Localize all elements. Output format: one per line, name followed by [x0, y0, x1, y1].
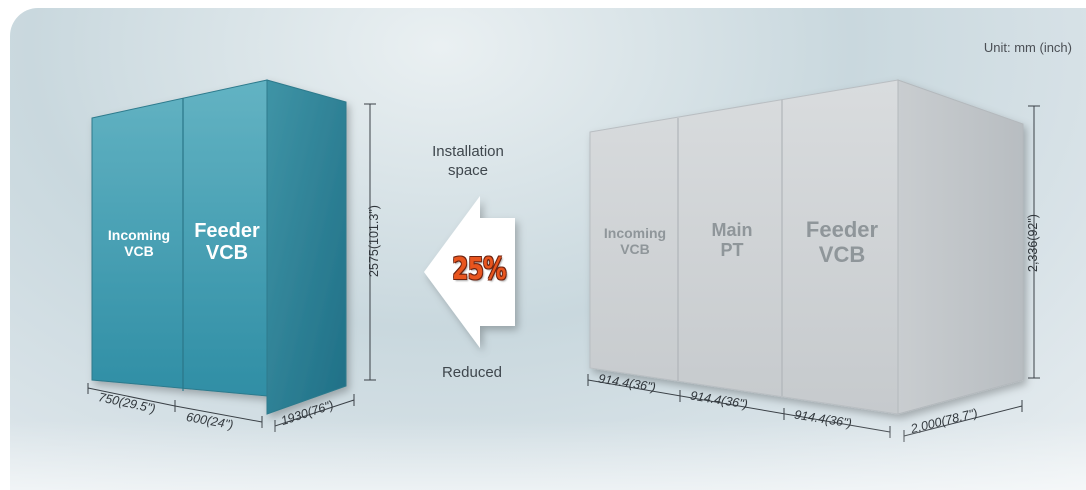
right-height-dimension: 2,336(92") [1026, 214, 1040, 272]
unit-label: Unit: mm (inch) [983, 40, 1072, 55]
left-cabinet-side [266, 79, 347, 415]
left-incoming-line2: VCB [124, 242, 154, 259]
right-main-line1: Main [711, 220, 753, 240]
right-cabinet [589, 79, 1024, 415]
reduced-label: Reduced [441, 364, 503, 381]
right-cabinet-side [897, 79, 1024, 415]
left-section-incoming-label: Incoming VCB [96, 227, 182, 259]
left-feeder-line2: VCB [205, 242, 249, 265]
right-feeder-line1: Feeder [805, 217, 879, 242]
reduction-percent: 25% [452, 252, 506, 287]
left-feeder-line1: Feeder [194, 220, 260, 242]
right-section-incoming-label: Incoming VCB [592, 225, 678, 257]
left-incoming-line1: Incoming [107, 227, 171, 243]
right-feeder-line2: VCB [818, 241, 866, 267]
diagram-panel: Unit: mm (inch) Incoming VCB Feeder VCB … [10, 8, 1086, 490]
right-main-line2: PT [720, 240, 744, 261]
right-incoming-line2: VCB [620, 240, 650, 257]
right-section-main-pt-label: Main PT [682, 220, 782, 260]
left-cabinet [91, 79, 347, 415]
installation-space-label: Installation space [418, 143, 518, 181]
left-height-dimension: 2575(101.3") [367, 205, 381, 277]
left-section-feeder-label: Feeder VCB [182, 220, 272, 265]
right-incoming-line1: Incoming [603, 225, 667, 241]
installation-line2: space [447, 161, 489, 179]
reduction-arrow [424, 196, 515, 348]
right-section-feeder-label: Feeder VCB [786, 217, 898, 267]
installation-line1: Installation [432, 143, 504, 160]
